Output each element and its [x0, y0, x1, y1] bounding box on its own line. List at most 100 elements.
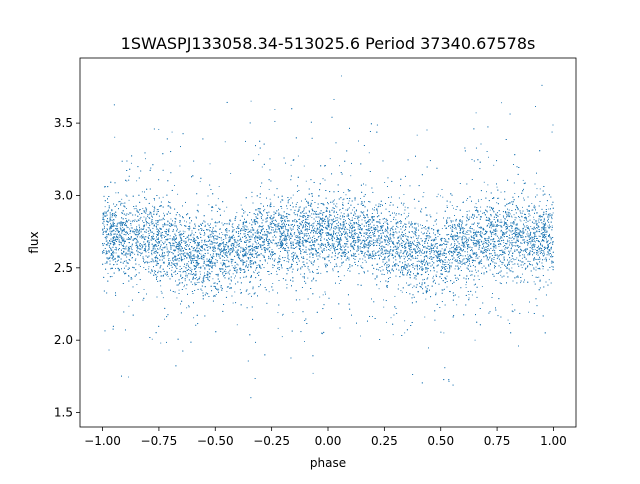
data-point	[161, 234, 163, 236]
data-point	[407, 260, 408, 261]
data-point	[169, 260, 171, 262]
data-point	[392, 334, 394, 336]
data-point	[182, 234, 184, 236]
data-point	[283, 232, 285, 234]
data-point	[209, 163, 211, 165]
data-point	[310, 193, 312, 195]
data-point	[171, 245, 173, 247]
data-point	[150, 222, 152, 223]
data-point	[230, 220, 232, 222]
data-point	[389, 253, 390, 255]
data-point	[460, 244, 462, 246]
data-point	[286, 218, 288, 219]
data-point	[318, 216, 320, 218]
data-point	[426, 268, 428, 270]
data-point	[177, 251, 179, 253]
data-point	[216, 262, 218, 263]
data-point	[343, 223, 345, 225]
data-point	[523, 225, 525, 227]
data-point	[408, 212, 410, 214]
data-point	[142, 234, 144, 236]
data-point	[513, 214, 515, 216]
data-point	[482, 212, 483, 214]
data-point	[490, 215, 492, 217]
data-point	[379, 240, 381, 242]
data-point	[222, 233, 224, 235]
data-point	[271, 227, 273, 228]
data-point	[168, 234, 169, 235]
data-point	[192, 236, 194, 238]
data-point	[129, 259, 131, 261]
data-point	[236, 212, 238, 214]
data-point	[224, 244, 226, 246]
data-point	[290, 164, 292, 166]
data-point	[371, 219, 373, 221]
data-point	[249, 222, 251, 224]
data-point	[109, 240, 110, 242]
data-point	[149, 229, 151, 231]
data-point	[177, 242, 179, 244]
data-point	[390, 232, 391, 234]
data-point	[480, 240, 482, 242]
data-point	[231, 224, 233, 226]
data-point	[528, 311, 529, 313]
data-point	[170, 218, 172, 220]
data-point	[255, 214, 257, 215]
data-point	[236, 324, 238, 326]
data-point	[244, 254, 246, 256]
data-point	[335, 240, 337, 242]
data-point	[328, 224, 330, 226]
data-point	[496, 202, 498, 204]
data-point	[497, 221, 499, 223]
data-point	[486, 211, 488, 213]
data-point	[186, 244, 188, 246]
data-point	[446, 261, 448, 263]
data-point	[264, 260, 266, 262]
data-point	[135, 258, 137, 260]
data-point	[389, 249, 391, 251]
data-point	[110, 249, 112, 251]
data-point	[370, 226, 372, 228]
data-point	[429, 214, 431, 216]
data-point	[102, 232, 104, 234]
data-point	[403, 230, 405, 231]
data-point	[425, 291, 427, 293]
data-point	[445, 244, 447, 245]
data-point	[135, 242, 137, 244]
data-point	[288, 223, 289, 225]
data-point	[390, 234, 392, 236]
data-point	[185, 272, 187, 274]
data-point	[246, 275, 248, 277]
data-point	[535, 241, 536, 243]
data-point	[474, 238, 475, 240]
data-point	[373, 253, 375, 255]
data-point	[481, 286, 483, 287]
data-point	[543, 235, 544, 237]
data-point	[492, 209, 494, 211]
data-point	[196, 282, 198, 284]
data-point	[394, 248, 396, 250]
data-point	[187, 240, 189, 242]
data-point	[441, 228, 443, 230]
data-point	[215, 238, 217, 240]
data-point	[256, 243, 258, 245]
data-point	[130, 220, 132, 222]
data-point	[348, 200, 350, 202]
data-point	[551, 225, 553, 227]
data-point	[225, 271, 227, 272]
data-point	[472, 260, 474, 262]
data-point	[520, 282, 522, 284]
data-point	[405, 241, 407, 243]
data-point	[143, 216, 145, 218]
data-point	[545, 205, 547, 207]
data-point	[376, 209, 378, 211]
data-point	[293, 244, 294, 246]
data-point	[281, 207, 283, 209]
data-point	[268, 291, 270, 293]
data-point	[306, 235, 308, 237]
data-point	[245, 251, 247, 253]
data-point	[202, 280, 204, 282]
data-point	[537, 264, 538, 266]
data-point	[326, 220, 328, 222]
data-point	[213, 231, 214, 233]
